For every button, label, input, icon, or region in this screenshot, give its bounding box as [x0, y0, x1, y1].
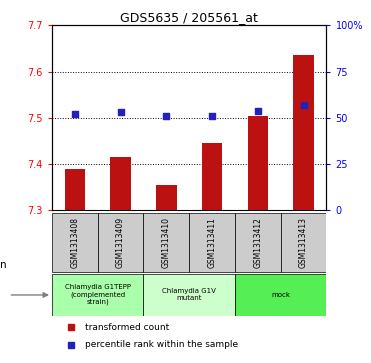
Bar — [202, 143, 222, 211]
Text: GSM1313410: GSM1313410 — [162, 217, 171, 268]
Bar — [235, 274, 326, 316]
Text: GSM1313409: GSM1313409 — [116, 217, 125, 268]
Bar — [144, 274, 235, 316]
Point — [255, 107, 261, 113]
Point — [163, 113, 169, 119]
Title: GDS5635 / 205561_at: GDS5635 / 205561_at — [120, 11, 258, 24]
Text: transformed count: transformed count — [85, 323, 169, 332]
Bar — [189, 212, 235, 272]
Text: GSM1313408: GSM1313408 — [70, 217, 79, 268]
Bar — [52, 274, 144, 316]
Text: Chlamydia G1TEPP
(complemented
strain): Chlamydia G1TEPP (complemented strain) — [65, 285, 131, 305]
Bar — [65, 169, 85, 211]
Bar — [98, 212, 144, 272]
Bar — [52, 212, 98, 272]
Point — [118, 110, 124, 115]
Bar — [247, 115, 268, 211]
Text: GSM1313413: GSM1313413 — [299, 217, 308, 268]
Point — [72, 111, 78, 117]
Text: percentile rank within the sample: percentile rank within the sample — [85, 340, 238, 349]
Bar — [156, 185, 177, 211]
Text: infection: infection — [0, 260, 6, 270]
Bar — [293, 56, 314, 211]
Bar — [235, 212, 281, 272]
Text: GSM1313411: GSM1313411 — [208, 217, 217, 268]
Text: GSM1313412: GSM1313412 — [253, 217, 262, 268]
Text: Chlamydia G1V
mutant: Chlamydia G1V mutant — [162, 289, 216, 301]
Bar — [144, 212, 189, 272]
Point — [301, 102, 306, 108]
Point — [209, 113, 215, 119]
Text: mock: mock — [271, 292, 290, 298]
Bar — [110, 157, 131, 211]
Bar — [281, 212, 326, 272]
